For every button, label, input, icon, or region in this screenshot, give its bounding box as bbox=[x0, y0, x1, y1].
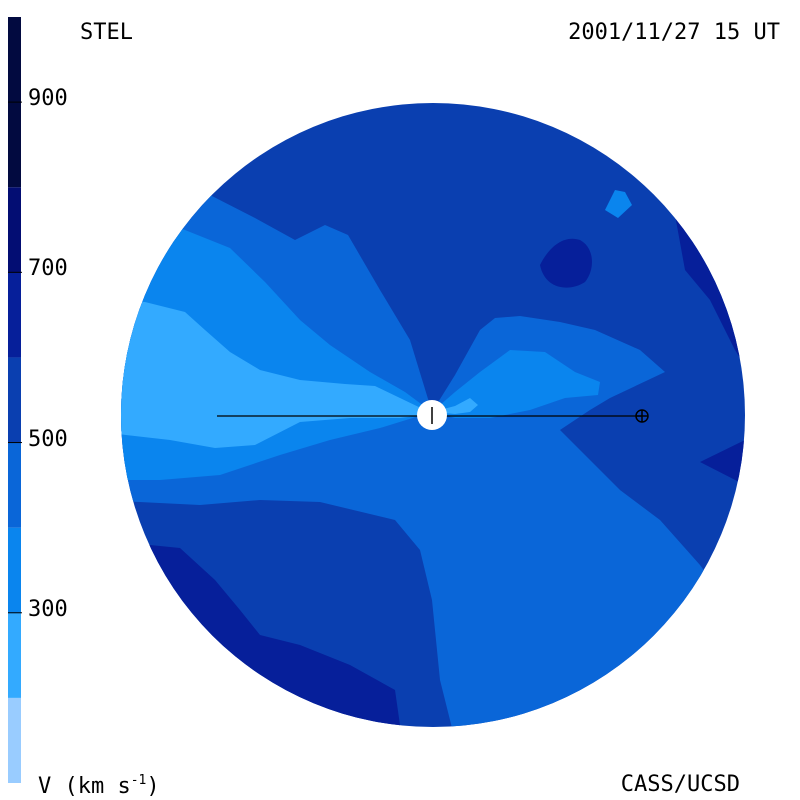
colorbar-band-1 bbox=[8, 612, 21, 698]
earth-icon bbox=[635, 409, 649, 423]
units-text: V (km s bbox=[38, 774, 131, 799]
observatory-label: STEL bbox=[80, 20, 133, 45]
region-250-left bbox=[121, 300, 432, 448]
region-350-right bbox=[432, 350, 600, 418]
units-close: ) bbox=[146, 774, 160, 799]
colorbar-band-6 bbox=[8, 187, 21, 273]
colorbar-ticks bbox=[8, 101, 22, 614]
region-650-upper-right bbox=[540, 238, 592, 288]
region-650-right-edge-lower bbox=[700, 420, 745, 485]
colorbar bbox=[8, 17, 21, 783]
region-350-spot bbox=[605, 190, 632, 218]
colorbar-tick-label-700: 700 bbox=[28, 256, 68, 282]
colorbar-band-4 bbox=[8, 357, 21, 443]
credit-label: CASS/UCSD bbox=[620, 772, 740, 797]
colorbar-band-0 bbox=[8, 697, 21, 783]
datetime-label: 2001/11/27 15 UT bbox=[568, 20, 780, 45]
units-exponent: -1 bbox=[130, 773, 147, 788]
colorbar-tick-label-500: 500 bbox=[28, 426, 68, 452]
colorbar-units-label: V (km s-1) bbox=[38, 774, 160, 798]
colorbar-band-5 bbox=[8, 272, 21, 358]
colorbar-tick-label-900: 900 bbox=[28, 86, 68, 112]
colorbar-tick-label-300: 300 bbox=[28, 596, 68, 622]
colorbar-band-2 bbox=[8, 527, 21, 613]
colorbar-band-3 bbox=[8, 442, 21, 528]
